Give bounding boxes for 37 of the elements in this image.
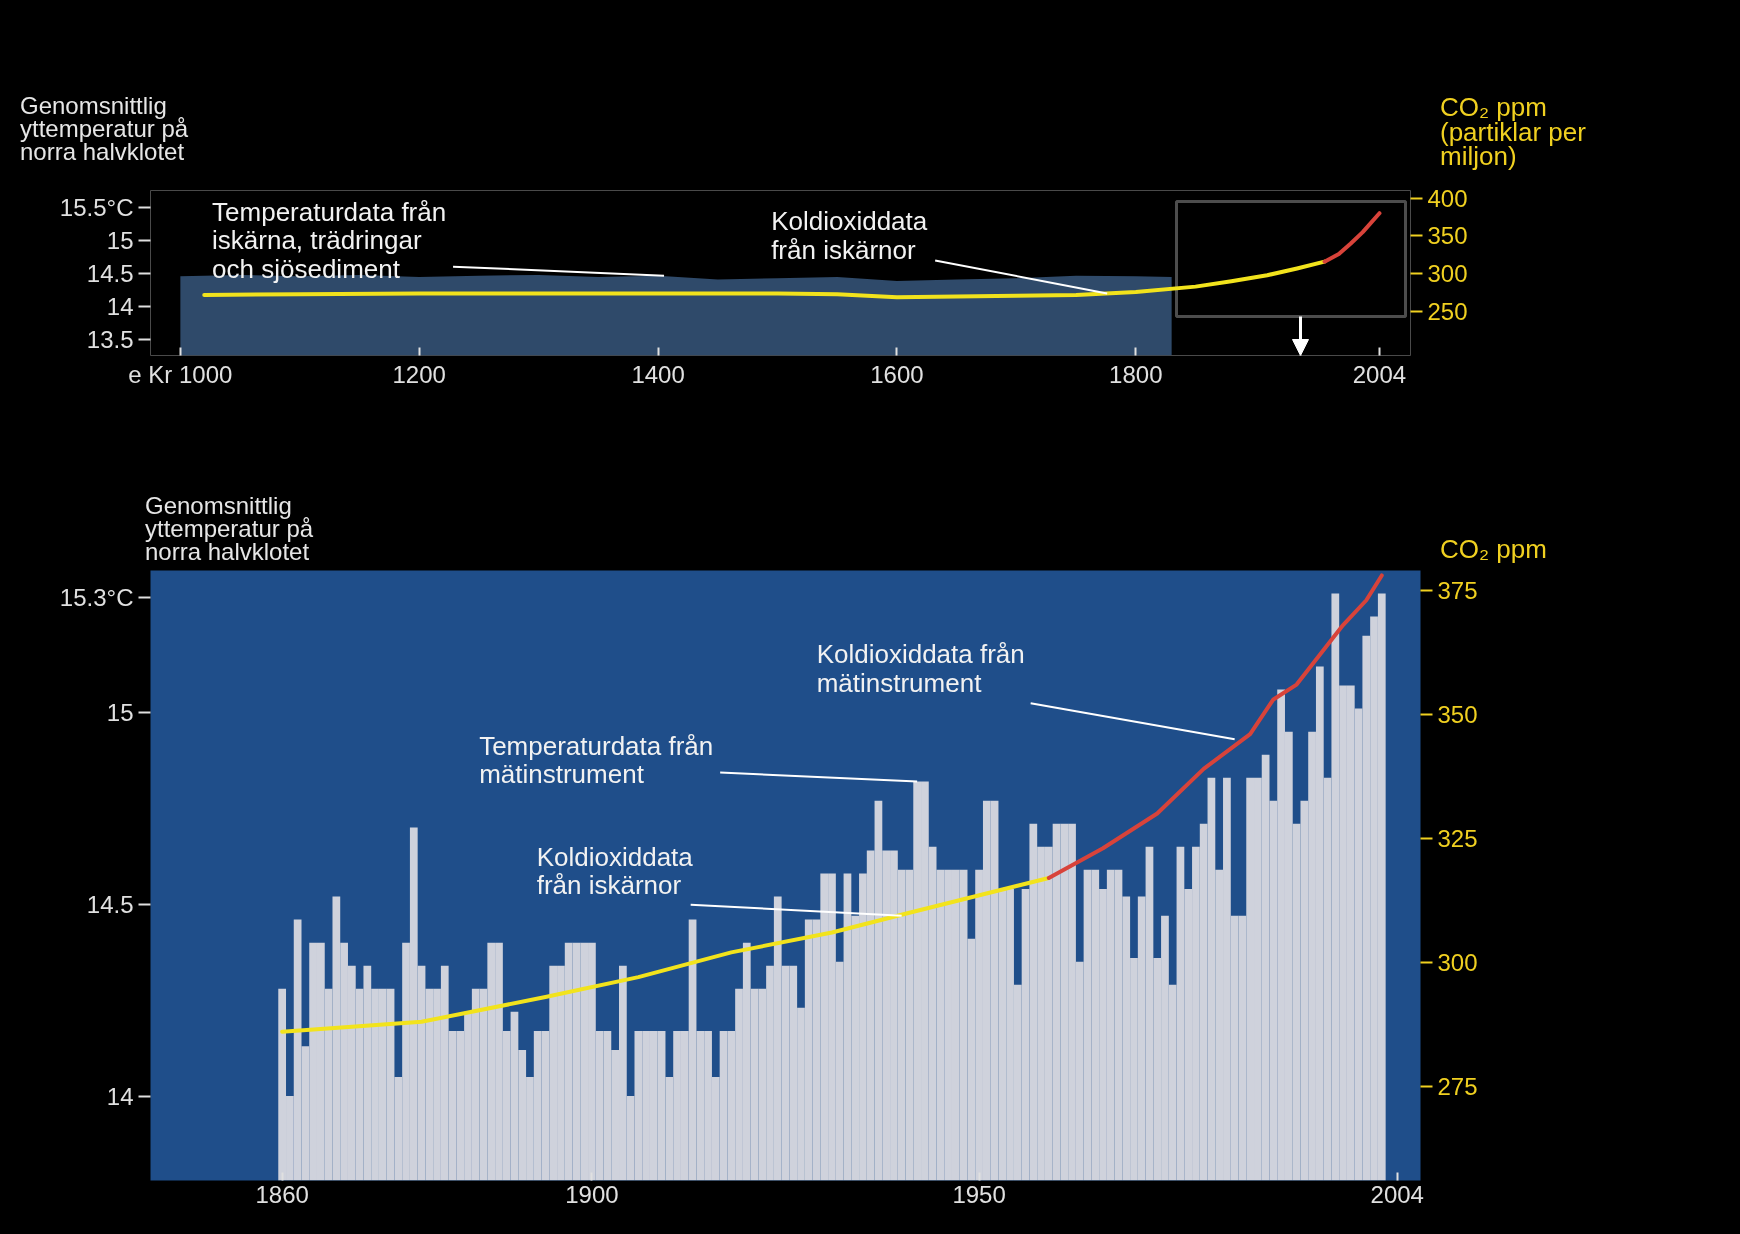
y2-axis-title: CO₂ ppm (partiklar per miljon) <box>1440 92 1586 172</box>
y-axis-title: Genomsnittlig yttemperatur på norra halvklotet <box>20 92 189 165</box>
y-tick-label: 14.5 <box>86 890 134 918</box>
x-tick-label: 1900 <box>565 1180 619 1208</box>
y2-tick-label: 350 <box>1427 222 1468 250</box>
y-tick-label: 14 <box>106 292 134 320</box>
y2-axis-title: CO₂ ppm <box>1440 534 1547 564</box>
y2-tick-label: 375 <box>1437 576 1478 604</box>
y2-tick-label: 325 <box>1437 824 1478 852</box>
y-axis-title: Genomsnittlig yttemperatur på norra halvklotet <box>145 492 314 565</box>
x-tick-label: 2004 <box>1370 1180 1424 1208</box>
y2-tick-label: 400 <box>1427 184 1468 212</box>
annotation: Koldioxiddata från iskärnor <box>536 841 694 901</box>
y2-tick-label: 275 <box>1437 1072 1478 1100</box>
y-tick-label: 15.5°C <box>59 193 134 221</box>
y2-tick-label: 350 <box>1437 700 1478 728</box>
x-tick-label: 1860 <box>255 1180 309 1208</box>
y-tick-label: 15 <box>106 698 134 726</box>
y-tick-label: 14 <box>106 1082 134 1110</box>
y2-tick-label: 250 <box>1427 298 1468 326</box>
y-tick-label: 13.5 <box>86 325 134 353</box>
x-tick-label: 1600 <box>870 360 924 388</box>
x-tick-label: 1800 <box>1109 360 1163 388</box>
y-tick-label: 15.3°C <box>59 583 134 611</box>
x-tick-label: 1950 <box>952 1180 1006 1208</box>
y2-tick-label: 300 <box>1427 260 1468 288</box>
x-tick-label: e Kr 1000 <box>128 360 233 388</box>
x-tick-label: 1400 <box>631 360 685 388</box>
annotation: Temperaturdata från iskärna, trädringar och sjösediment <box>212 196 447 284</box>
y-tick-label: 14.5 <box>86 259 134 287</box>
y2-tick-label: 300 <box>1437 948 1478 976</box>
annotation: Temperaturdata från mätinstrument <box>479 730 714 790</box>
annotation: Koldioxiddata från iskärnor <box>771 206 928 265</box>
annotation: Koldioxiddata från mätinstrument <box>816 639 1025 698</box>
y-tick-label: 15 <box>106 226 134 254</box>
x-tick-label: 2004 <box>1352 360 1407 388</box>
x-tick-label: 1200 <box>392 360 446 388</box>
